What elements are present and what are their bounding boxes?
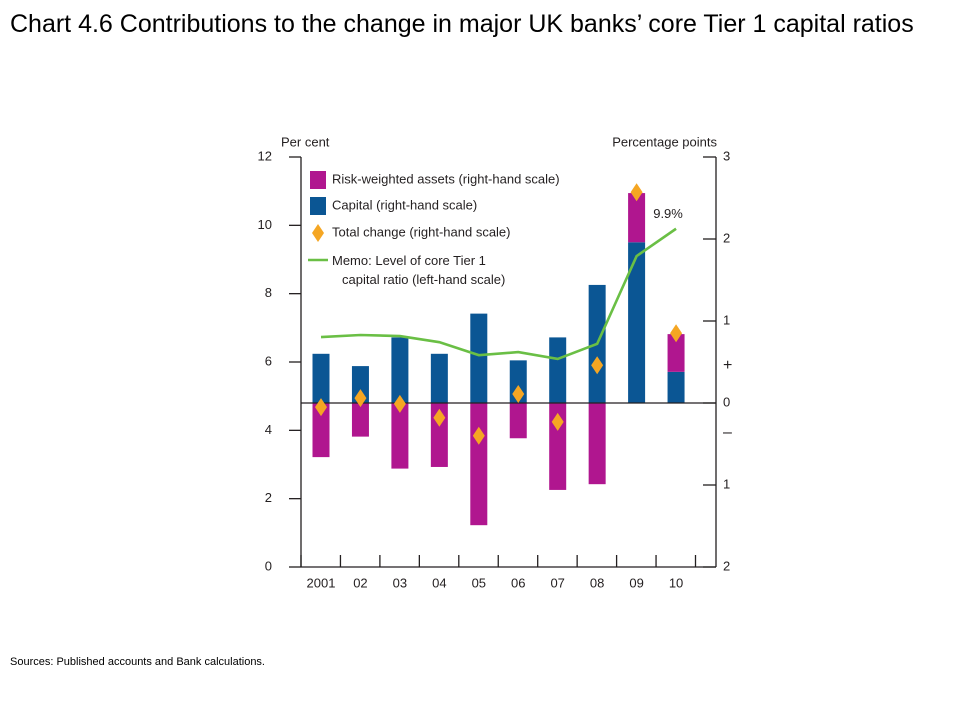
legend-swatch [312, 224, 324, 242]
x-tick-label: 02 [353, 575, 367, 590]
y-axis-label: Per cent [281, 134, 330, 149]
chart-title: Chart 4.6 Contributions to the change in… [10, 10, 914, 38]
bar [628, 242, 646, 403]
x-tick-label: 2001 [307, 575, 336, 590]
x-tick-label: 04 [432, 575, 446, 590]
bar [391, 403, 409, 469]
y2-tick-label: 2 [723, 230, 730, 245]
diamond-marker [433, 408, 446, 427]
bar [391, 337, 409, 403]
bar [588, 403, 606, 485]
bar [667, 371, 685, 403]
sign-label: + [723, 357, 732, 374]
y2-axis-label: Percentage points [612, 134, 717, 149]
y-tick-label: 0 [265, 558, 272, 573]
y2-tick-label: 2 [723, 558, 730, 573]
x-tick-label: 03 [393, 575, 407, 590]
line-series [320, 227, 677, 361]
bar [549, 403, 567, 490]
x-tick-label: 09 [629, 575, 643, 590]
legend-label: Memo: Level of core Tier 1 capital ratio… [332, 253, 506, 287]
sign-label: – [723, 424, 732, 441]
bar [549, 337, 567, 403]
legend-label: Capital (right-hand scale) [332, 197, 477, 212]
data-label: 9.9% [653, 206, 683, 221]
x-tick-label: 07 [550, 575, 564, 590]
legend-swatch [310, 197, 326, 215]
source-note: Sources: Published accounts and Bank cal… [10, 656, 265, 668]
bar [351, 366, 369, 403]
x-tick-label: 10 [669, 575, 683, 590]
y-tick-label: 2 [265, 490, 272, 505]
bar [509, 403, 527, 439]
diamond-marker [354, 389, 367, 408]
legend-label: Risk-weighted assets (right-hand scale) [332, 171, 560, 186]
y-tick-label: 12 [258, 148, 272, 163]
bar [628, 193, 646, 243]
diamond-marker [670, 324, 683, 343]
bar [470, 403, 488, 526]
diamond-marker [315, 398, 327, 417]
y-tick-label: 4 [265, 422, 272, 437]
x-tick-label: 08 [590, 575, 604, 590]
bar [667, 334, 685, 372]
y2-tick-label: 3 [723, 148, 730, 163]
bar [351, 403, 369, 437]
diamond-marker [551, 412, 564, 431]
y2-tick-label: 1 [723, 476, 730, 491]
y-tick-label: 6 [265, 353, 272, 368]
bar [312, 353, 330, 403]
x-tick-label: 05 [472, 575, 486, 590]
diamond-marker [472, 426, 485, 445]
bar [430, 353, 448, 403]
bar [470, 313, 488, 403]
y2-tick-label: 1 [723, 312, 730, 327]
y2-tick-label: 0 [723, 394, 730, 409]
y-tick-label: 10 [258, 217, 272, 232]
x-tick-label: 06 [511, 575, 525, 590]
legend-label: Total change (right-hand scale) [332, 224, 511, 239]
bar [312, 403, 330, 458]
legend-swatch [310, 171, 326, 189]
y-tick-label: 8 [265, 285, 272, 300]
diamond-marker [393, 394, 406, 413]
diamond-marker [591, 356, 604, 375]
diamond-marker [512, 384, 525, 403]
diamond-marker [630, 183, 643, 202]
